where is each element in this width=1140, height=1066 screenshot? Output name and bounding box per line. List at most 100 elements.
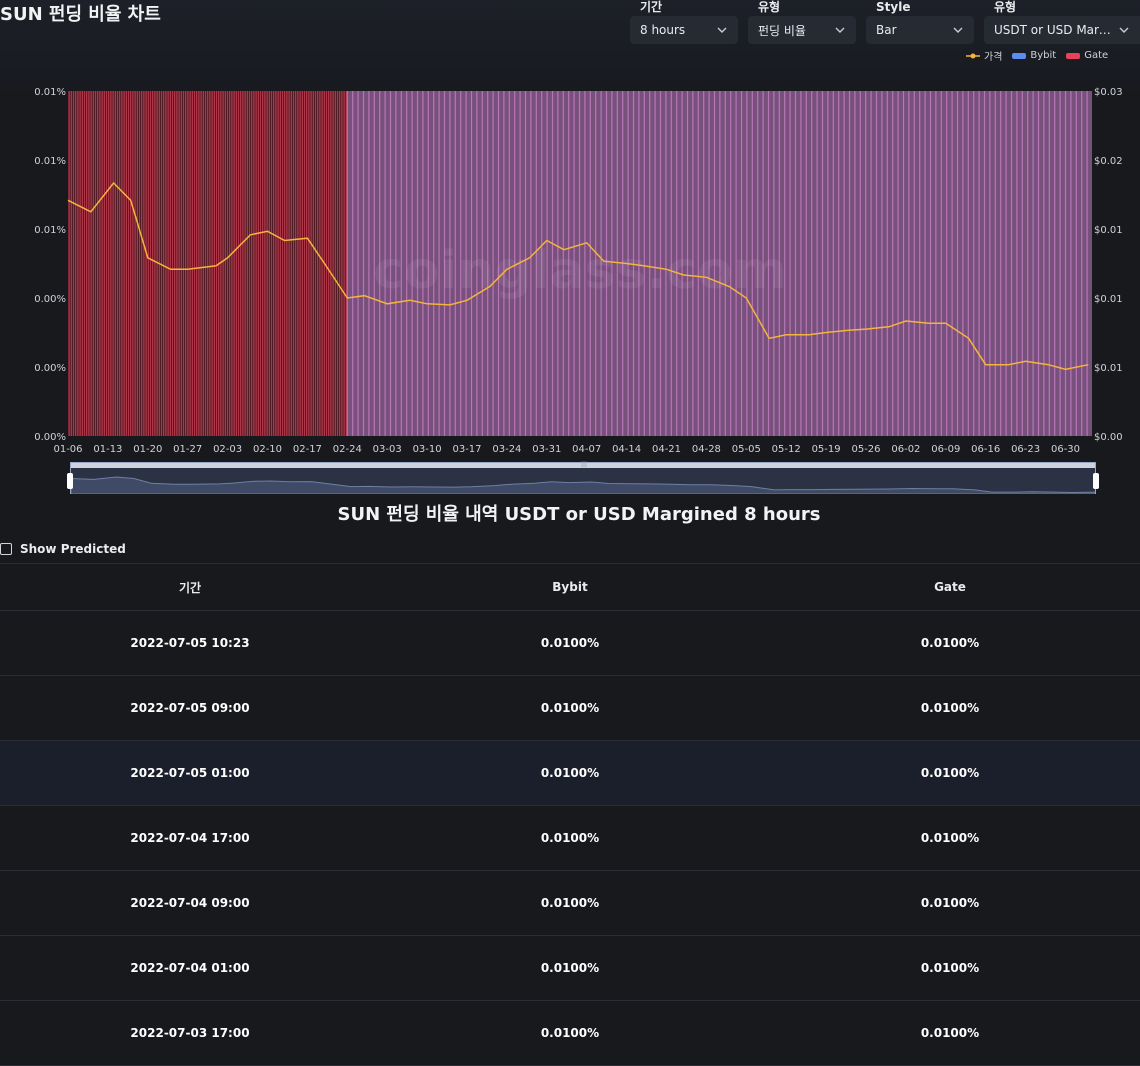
legend-label: Bybit (1030, 50, 1057, 61)
cell-gate: 0.0100% (920, 896, 980, 910)
x-tick: 03-24 (492, 444, 521, 455)
cell-gate: 0.0100% (920, 831, 980, 845)
y-axis-right: $0.00 $0.01 $0.01 $0.01 $0.02 $0.03 (1094, 87, 1123, 443)
bar-marker-icon (1012, 52, 1027, 59)
cell-time: 2022-07-05 09:00 (130, 701, 250, 715)
table-row[interactable]: 2022-07-04 01:00 0.0100% 0.0100% (0, 936, 1140, 1001)
y-left-tick: 0.00% (34, 294, 66, 305)
bar-marker-icon (1066, 52, 1081, 59)
y-left-tick: 0.00% (34, 363, 66, 374)
x-tick: 05-26 (851, 444, 880, 455)
x-tick: 01-20 (133, 444, 162, 455)
cell-bybit: 0.0100% (540, 636, 600, 650)
column-header-period[interactable]: 기간 (178, 580, 202, 595)
style-select[interactable]: Bar (866, 16, 974, 44)
type-select[interactable]: 펀딩 비율 (748, 16, 856, 44)
show-predicted-label: Show Predicted (20, 542, 126, 556)
chevron-down-icon (953, 27, 963, 33)
funding-rate-chart[interactable]: coinglass.com 0.00% 0.00% 0.00% 0.01% 0.01% 0… (0, 80, 1140, 460)
x-tick: 04-14 (612, 444, 641, 455)
y-right-tick: $0.01 (1094, 363, 1123, 374)
y-right-tick: $0.02 (1094, 156, 1123, 167)
table-header: 기간 Bybit Gate (0, 564, 1140, 611)
x-tick: 06-30 (1051, 444, 1080, 455)
x-tick: 01-13 (93, 444, 122, 455)
zoom-preview (71, 476, 1095, 494)
column-header-bybit[interactable]: Bybit (552, 580, 588, 594)
y-right-tick: $0.03 (1094, 87, 1123, 98)
cell-gate: 0.0100% (920, 961, 980, 975)
x-tick: 03-03 (373, 444, 402, 455)
period-select-value: 8 hours (640, 23, 686, 37)
zoom-handle-left[interactable] (67, 473, 73, 489)
header-bar (0, 0, 1140, 90)
cell-time: 2022-07-04 01:00 (130, 961, 250, 975)
funding-bars (67, 91, 1092, 436)
chevron-down-icon (717, 27, 727, 33)
chart-legend: 가격 Bybit Gate (966, 48, 1108, 63)
y-left-tick: 0.01% (34, 87, 66, 98)
watermark-text: coinglass.com (373, 241, 787, 301)
style-filter: Style Bar (866, 0, 974, 44)
cell-gate: 0.0100% (920, 701, 980, 715)
margin-filter: 유형 USDT or USD Margi... (984, 0, 1140, 44)
line-marker-icon (966, 53, 980, 58)
type-filter: 유형 펀딩 비율 (748, 0, 856, 44)
margin-filter-label: 유형 (994, 0, 1017, 14)
period-filter: 기간 8 hours (630, 0, 738, 44)
table-row[interactable]: 2022-07-05 01:00 0.0100% 0.0100% (0, 741, 1140, 806)
x-tick: 06-23 (1011, 444, 1040, 455)
zoom-slider[interactable]: ||| (67, 461, 1099, 494)
x-tick: 06-16 (971, 444, 1000, 455)
show-predicted-toggle[interactable]: Show Predicted (0, 542, 126, 556)
cell-time: 2022-07-03 17:00 (130, 1026, 250, 1040)
legend-item-bybit[interactable]: Bybit (1012, 48, 1056, 63)
x-tick: 02-10 (253, 444, 282, 455)
x-tick: 05-12 (772, 444, 801, 455)
style-filter-label: Style (876, 0, 911, 14)
x-tick: 01-06 (53, 444, 82, 455)
table-row[interactable]: 2022-07-03 17:00 0.0100% 0.0100% (0, 1001, 1140, 1066)
zoom-slider-top[interactable] (71, 463, 1095, 468)
grip-icon[interactable]: ||| (581, 461, 588, 468)
column-header-gate[interactable]: Gate (934, 580, 966, 594)
cell-time: 2022-07-05 10:23 (130, 636, 250, 650)
x-tick: 01-27 (173, 444, 202, 455)
y-left-tick: 0.00% (34, 432, 66, 443)
legend-label: Gate (1084, 50, 1109, 61)
y-left-tick: 0.01% (34, 225, 66, 236)
chevron-down-icon (835, 27, 845, 33)
table-row[interactable]: 2022-07-04 17:00 0.0100% 0.0100% (0, 806, 1140, 871)
x-tick: 03-17 (452, 444, 481, 455)
y-right-tick: $0.00 (1094, 432, 1123, 443)
legend-item-gate[interactable]: Gate (1066, 48, 1108, 63)
margin-select[interactable]: USDT or USD Margi... (984, 16, 1140, 44)
table-row[interactable]: 2022-07-04 09:00 0.0100% 0.0100% (0, 871, 1140, 936)
style-select-value: Bar (876, 23, 897, 37)
cell-bybit: 0.0100% (540, 1026, 600, 1040)
cell-bybit: 0.0100% (540, 701, 600, 715)
margin-select-value: USDT or USD Margi... (994, 23, 1112, 37)
show-predicted-checkbox[interactable] (0, 543, 12, 555)
zoom-handle-right[interactable] (1093, 473, 1099, 489)
cell-bybit: 0.0100% (540, 896, 600, 910)
cell-time: 2022-07-04 17:00 (130, 831, 250, 845)
period-filter-label: 기간 (640, 0, 663, 14)
table-row[interactable]: 2022-07-05 10:23 0.0100% 0.0100% (0, 611, 1140, 676)
cell-bybit: 0.0100% (540, 831, 600, 845)
legend-item-price[interactable]: 가격 (966, 48, 1002, 63)
x-tick: 05-19 (812, 444, 841, 455)
cell-bybit: 0.0100% (540, 961, 600, 975)
x-tick: 04-07 (572, 444, 601, 455)
x-tick: 03-10 (413, 444, 442, 455)
x-tick: 06-09 (931, 444, 960, 455)
cell-time: 2022-07-05 01:00 (130, 766, 250, 780)
legend-label: 가격 (984, 52, 1003, 63)
table-row[interactable]: 2022-07-05 09:00 0.0100% 0.0100% (0, 676, 1140, 741)
type-select-value: 펀딩 비율 (758, 23, 806, 38)
chevron-down-icon (1119, 27, 1129, 33)
cell-gate: 0.0100% (920, 766, 980, 780)
history-title: SUN 펀딩 비율 내역 USDT or USD Margined 8 hour… (337, 504, 821, 525)
price-line (67, 181, 1089, 371)
period-select[interactable]: 8 hours (630, 16, 738, 44)
